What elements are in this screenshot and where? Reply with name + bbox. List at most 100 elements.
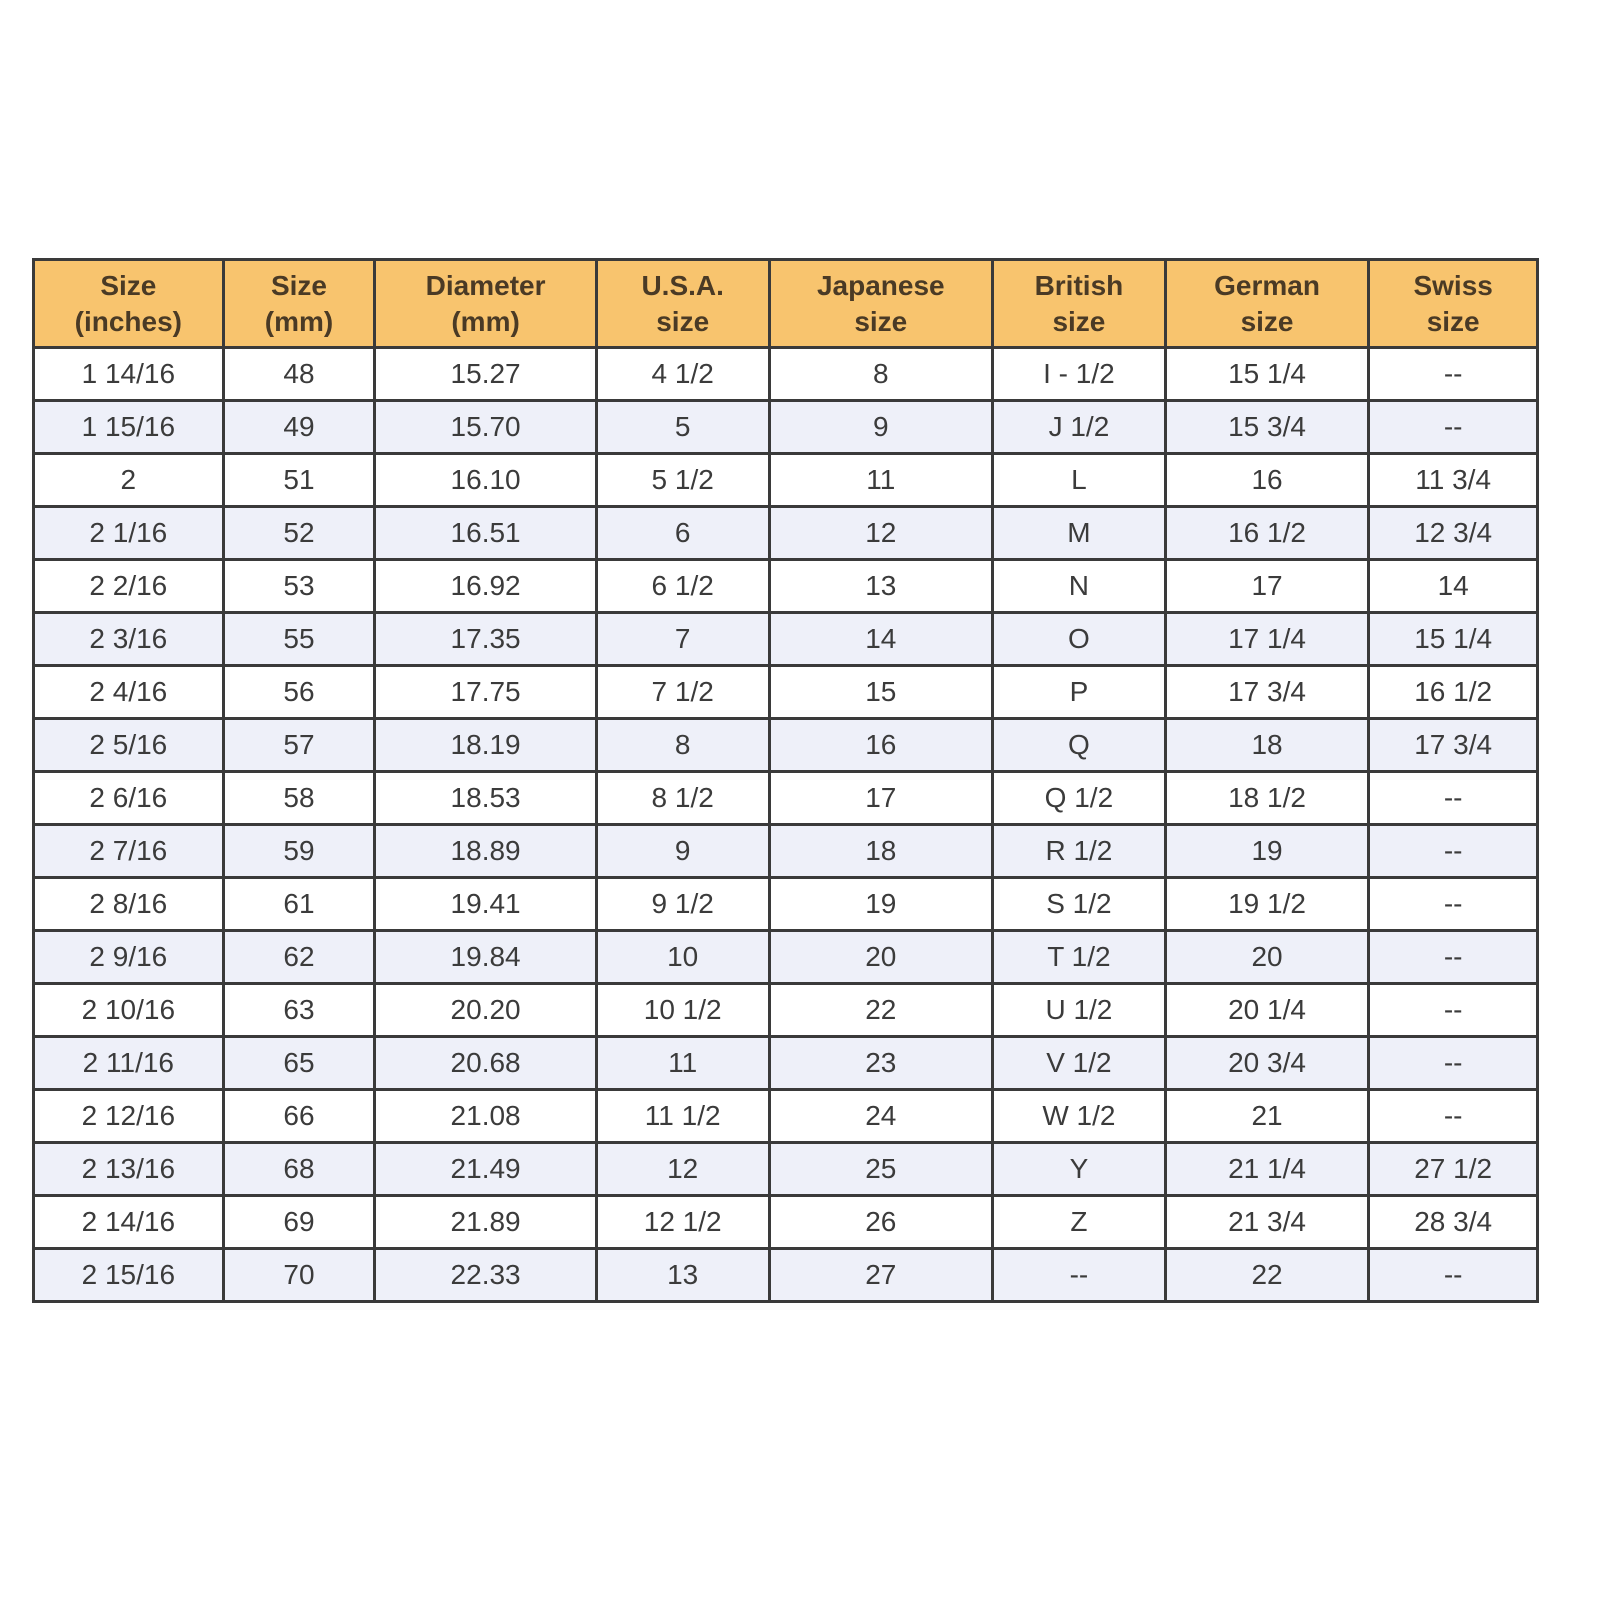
table-cell: 26 [767, 1194, 995, 1250]
table-cell: 14 [767, 611, 995, 667]
table-cell: -- [991, 1247, 1167, 1303]
table-cell: 48 [221, 346, 377, 402]
table-cell: 65 [221, 1035, 377, 1091]
table-cell: 59 [221, 823, 377, 879]
table-cell: 10 1/2 [594, 982, 771, 1038]
table-cell: N [991, 558, 1167, 614]
table-cell: 17 3/4 [1367, 717, 1539, 773]
table-cell: R 1/2 [991, 823, 1167, 879]
table-row: 2 51 16.10 5 1/2 11 L 16 11 3/4 [32, 452, 1539, 508]
table-row: 2 4/16 56 17.75 7 1/2 15 P 17 3/4 16 1/2 [32, 664, 1539, 720]
table-cell: 24 [767, 1088, 995, 1144]
table-cell: 12 1/2 [594, 1194, 771, 1250]
table-cell: 21 1/4 [1163, 1141, 1371, 1197]
table-cell: 12 3/4 [1367, 505, 1539, 561]
table-cell: 17.35 [373, 611, 598, 667]
column-header: British size [991, 258, 1167, 349]
table-cell: 8 [594, 717, 771, 773]
table-row: 2 1/16 52 16.51 6 12 M 16 1/2 12 3/4 [32, 505, 1539, 561]
table-cell: 2 14/16 [32, 1194, 225, 1250]
table-cell: 20 [1163, 929, 1371, 985]
column-header-line: (mm) [451, 305, 520, 337]
table-cell: 27 [767, 1247, 995, 1303]
table-cell: W 1/2 [991, 1088, 1167, 1144]
table-cell: 17 [767, 770, 995, 826]
table-cell: -- [1367, 1247, 1539, 1303]
table-cell: 18.89 [373, 823, 598, 879]
table-cell: 2 6/16 [32, 770, 225, 826]
table-cell: 2 [32, 452, 225, 508]
table-cell: 2 7/16 [32, 823, 225, 879]
table-cell: 15.70 [373, 399, 598, 455]
table-cell: 2 11/16 [32, 1035, 225, 1091]
table-cell: 2 12/16 [32, 1088, 225, 1144]
table-cell: 16.51 [373, 505, 598, 561]
table-cell: 15 1/4 [1163, 346, 1371, 402]
column-header-line: Size [270, 269, 327, 301]
table-row: 2 2/16 53 16.92 6 1/2 13 N 17 14 [32, 558, 1539, 614]
table-cell: 5 1/2 [594, 452, 771, 508]
table-cell: 1 14/16 [32, 346, 225, 402]
table-cell: 11 [767, 452, 995, 508]
table-cell: 62 [221, 929, 377, 985]
table-cell: 15 1/4 [1367, 611, 1539, 667]
table-cell: 18.19 [373, 717, 598, 773]
table-row: 1 15/16 49 15.70 5 9 J 1/2 15 3/4 -- [32, 399, 1539, 455]
table-cell: 2 3/16 [32, 611, 225, 667]
table-cell: -- [1367, 399, 1539, 455]
table-cell: 68 [221, 1141, 377, 1197]
table-cell: S 1/2 [991, 876, 1167, 932]
table-row: 2 3/16 55 17.35 7 14 O 17 1/4 15 1/4 [32, 611, 1539, 667]
table-cell: 20.68 [373, 1035, 598, 1091]
table-cell: 21 [1163, 1088, 1371, 1144]
table-cell: 4 1/2 [594, 346, 771, 402]
table-cell: V 1/2 [991, 1035, 1167, 1091]
column-header-line: size [1052, 305, 1106, 337]
table-cell: 21.89 [373, 1194, 598, 1250]
table-cell: 15 [767, 664, 995, 720]
table-cell: 20.20 [373, 982, 598, 1038]
table-cell: 28 3/4 [1367, 1194, 1539, 1250]
table-cell: 10 [594, 929, 771, 985]
table-cell: Y [991, 1141, 1167, 1197]
table-cell: 7 1/2 [594, 664, 771, 720]
table-cell: 55 [221, 611, 377, 667]
table-cell: 17.75 [373, 664, 598, 720]
table-row: 2 10/16 63 20.20 10 1/2 22 U 1/2 20 1/4 -- [32, 982, 1539, 1038]
table-cell: -- [1367, 346, 1539, 402]
table-cell: 23 [767, 1035, 995, 1091]
table-cell: 7 [594, 611, 771, 667]
column-header-line: Diameter [425, 269, 546, 301]
table-cell: 51 [221, 452, 377, 508]
table-cell: 14 [1367, 558, 1539, 614]
table-cell: 2 15/16 [32, 1247, 225, 1303]
table-cell: Q 1/2 [991, 770, 1167, 826]
table-cell: Z [991, 1194, 1167, 1250]
table-cell: 16.92 [373, 558, 598, 614]
table-row: 1 14/16 48 15.27 4 1/2 8 I - 1/2 15 1/4 -- [32, 346, 1539, 402]
table-cell: 6 [594, 505, 771, 561]
table-cell: 2 10/16 [32, 982, 225, 1038]
table-cell: 6 1/2 [594, 558, 771, 614]
column-header-line: size [1426, 305, 1480, 337]
table-cell: O [991, 611, 1167, 667]
table-cell: -- [1367, 929, 1539, 985]
table-cell: 61 [221, 876, 377, 932]
column-header-line: Swiss [1413, 269, 1493, 301]
table-cell: 2 4/16 [32, 664, 225, 720]
table-row: 2 6/16 58 18.53 8 1/2 17 Q 1/2 18 1/2 -- [32, 770, 1539, 826]
table-row: 2 12/16 66 21.08 11 1/2 24 W 1/2 21 -- [32, 1088, 1539, 1144]
table-cell: 21 3/4 [1163, 1194, 1371, 1250]
table-cell: 2 13/16 [32, 1141, 225, 1197]
table-cell: M [991, 505, 1167, 561]
table-cell: -- [1367, 876, 1539, 932]
table-cell: 25 [767, 1141, 995, 1197]
column-header-line: size [656, 305, 710, 337]
table-cell: 27 1/2 [1367, 1141, 1539, 1197]
table-cell: 18 [1163, 717, 1371, 773]
table-cell: 66 [221, 1088, 377, 1144]
table-cell: 56 [221, 664, 377, 720]
table-cell: 19 [767, 876, 995, 932]
table-cell: I - 1/2 [991, 346, 1167, 402]
column-header-line: Japanese [816, 269, 945, 301]
